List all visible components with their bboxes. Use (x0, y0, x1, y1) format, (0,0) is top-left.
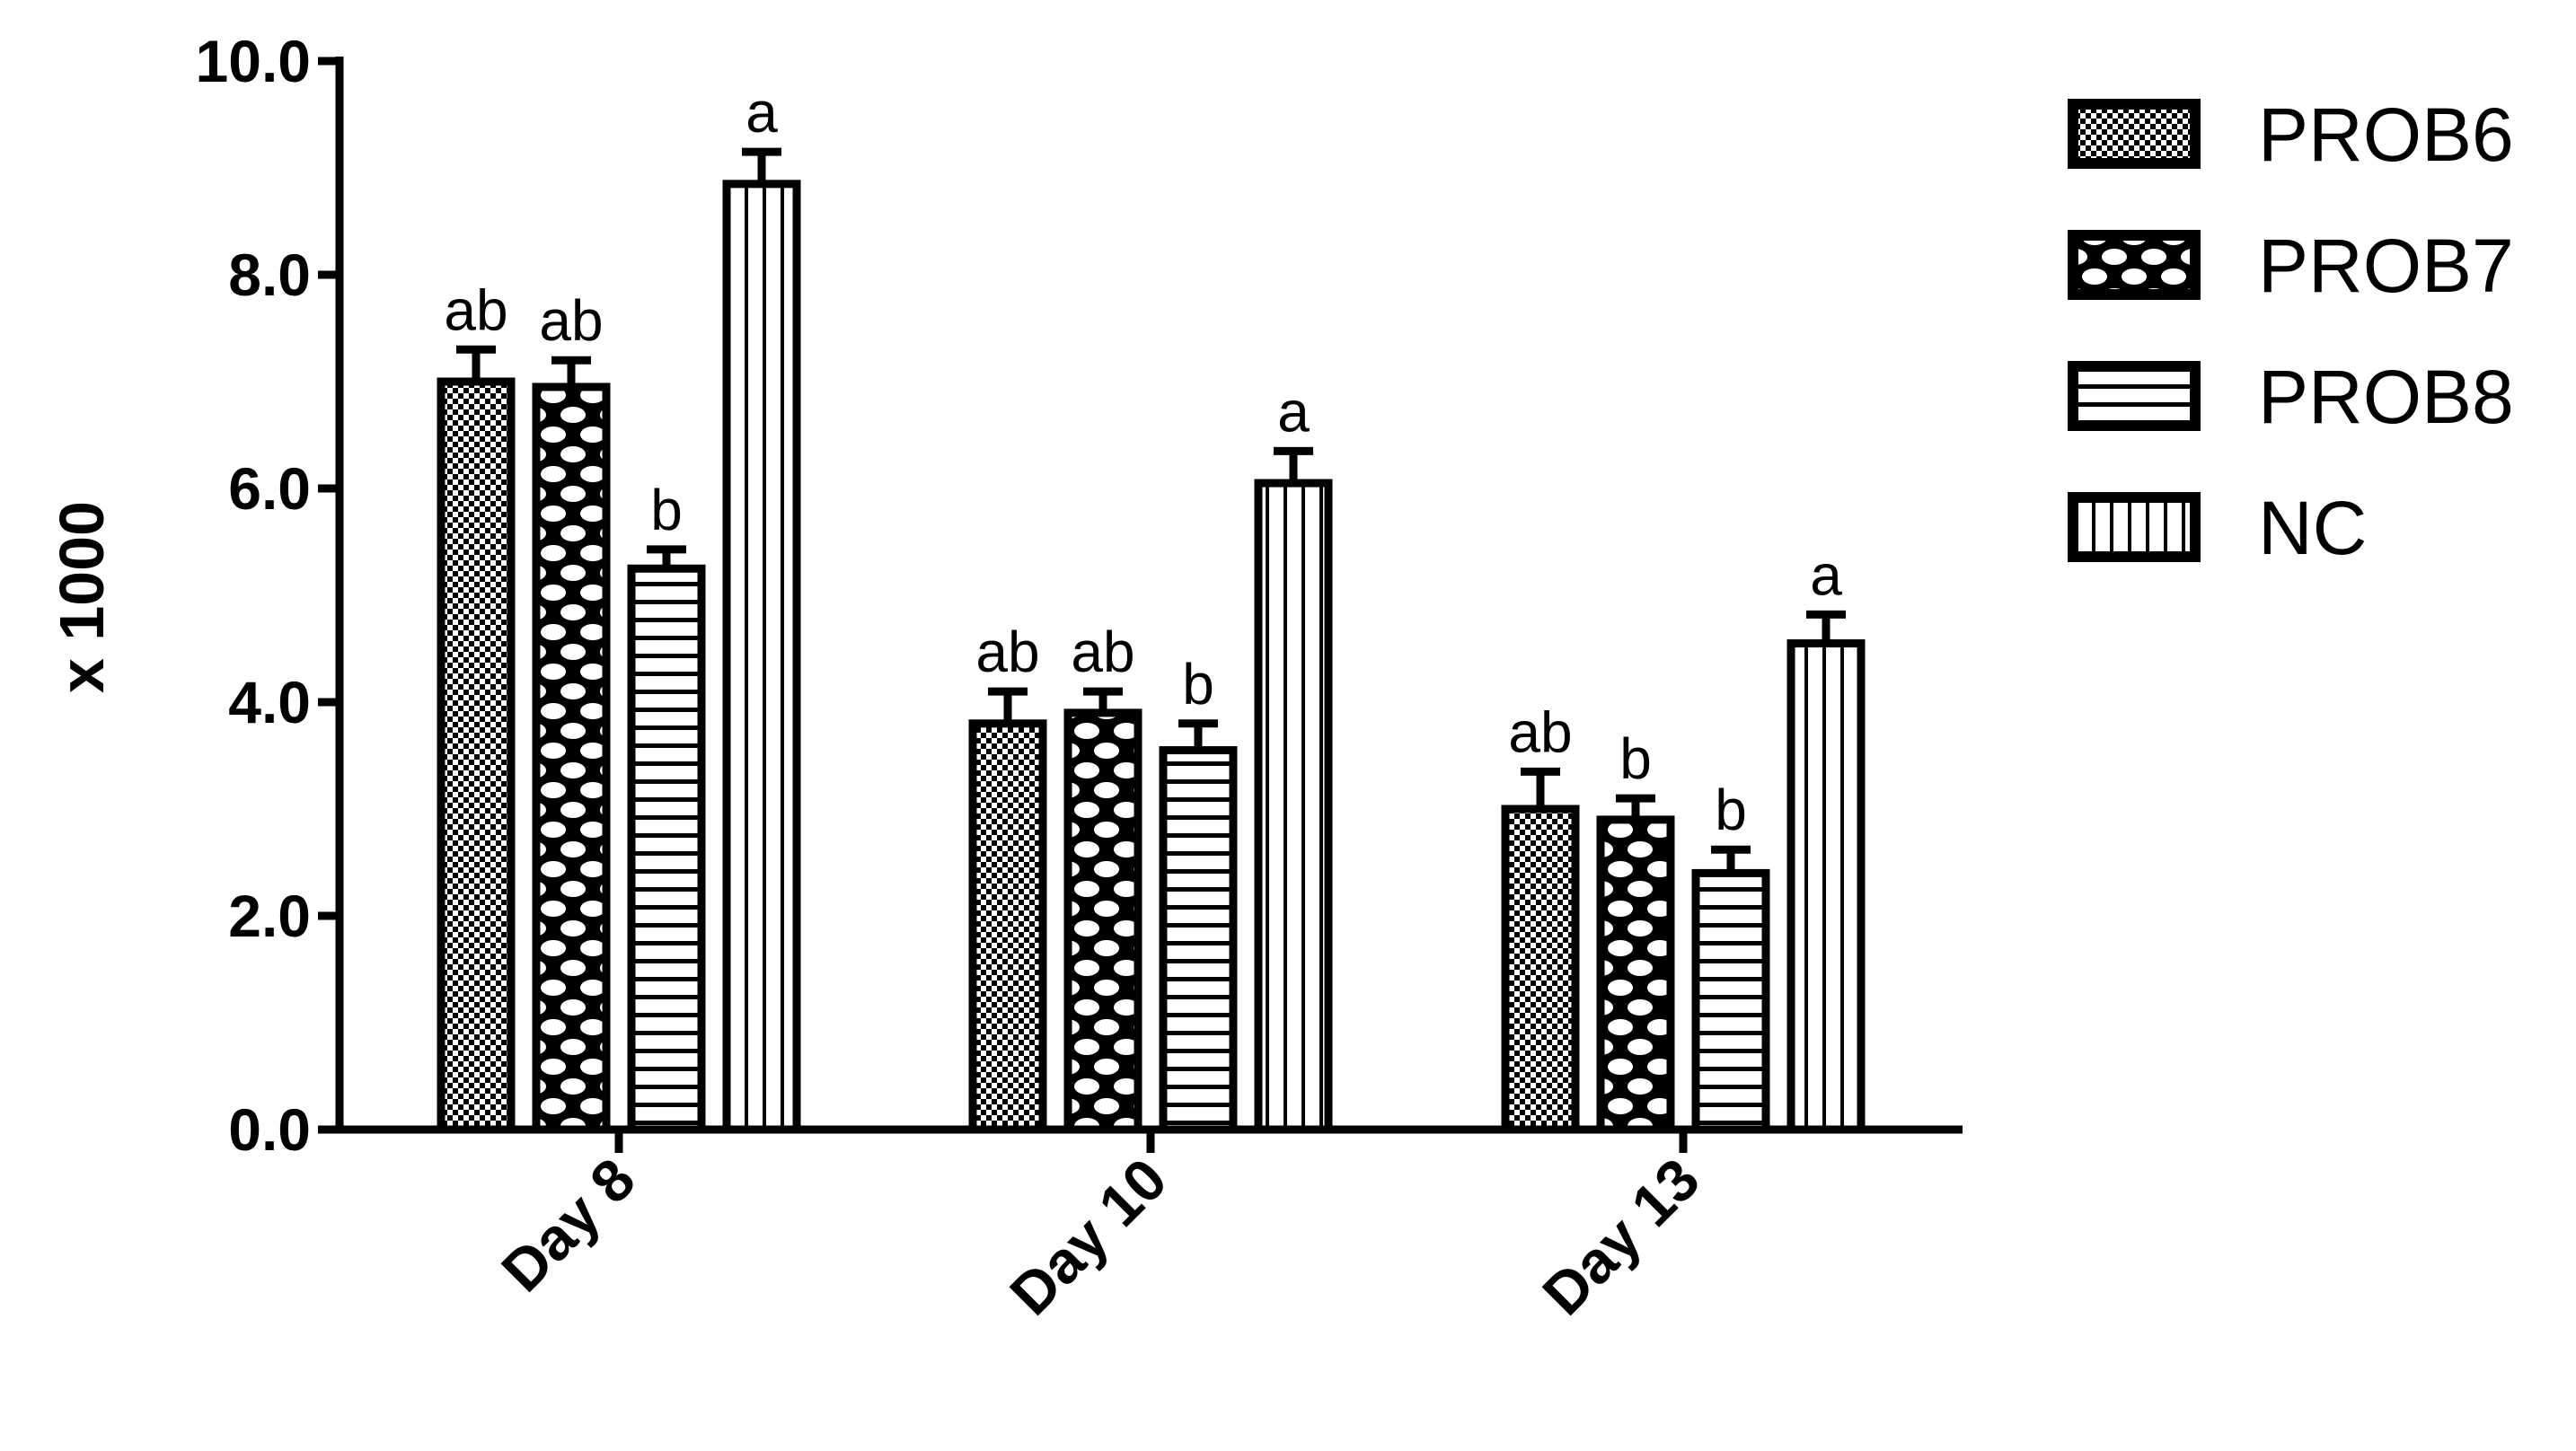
y-tick-label: 8.0 (228, 242, 311, 308)
significance-label: ab (444, 277, 507, 342)
bar (722, 180, 801, 1134)
legend-label: PROB6 (2258, 92, 2514, 177)
significance-label: ab (1071, 620, 1134, 684)
legend-swatch (2068, 99, 2201, 169)
y-axis: 0.0 2.0 4.0 6.0 8.0 10.0 (196, 28, 344, 1163)
bar (1254, 479, 1333, 1134)
x-tick-label: Day 13 (1530, 1146, 1712, 1328)
bar (1501, 805, 1580, 1134)
y-tick-label: 0.0 (228, 1096, 311, 1163)
significance-label: b (1715, 778, 1747, 842)
bar (532, 383, 611, 1134)
y-tick-label: 2.0 (228, 883, 311, 949)
legend-label: PROB8 (2258, 355, 2514, 439)
y-axis-label: x 1000 (47, 501, 117, 693)
bar (1596, 815, 1675, 1134)
y-tick-label: 10.0 (196, 28, 311, 94)
legend-swatch (2068, 230, 2201, 300)
legend-swatch (2068, 492, 2201, 562)
bar (968, 719, 1047, 1134)
bar (627, 564, 706, 1134)
bar (1063, 708, 1142, 1134)
y-tick-label: 6.0 (228, 455, 311, 522)
legend-label: NC (2258, 486, 2367, 570)
significance-label: a (1810, 542, 1842, 607)
significance-label: ab (539, 288, 603, 353)
legend-swatch (2068, 361, 2201, 431)
y-tick-label: 4.0 (228, 669, 311, 735)
bar (1691, 868, 1770, 1134)
legend: PROB6 PROB7 PROB8 NC (2068, 92, 2514, 570)
significance-label: a (745, 80, 778, 145)
significance-label: b (1182, 652, 1214, 717)
significance-label: ab (1508, 699, 1572, 764)
bar (1159, 746, 1238, 1134)
significance-label: b (1619, 726, 1652, 791)
bar (1786, 639, 1866, 1134)
significance-label: a (1277, 379, 1310, 444)
x-tick-label: Day 8 (489, 1146, 648, 1305)
significance-label: ab (975, 620, 1039, 684)
significance-label: b (650, 478, 683, 542)
x-axis: Day 8 Day 10 Day 13 (335, 1125, 1963, 1328)
x-tick-label: Day 10 (997, 1146, 1179, 1328)
legend-label: PROB7 (2258, 224, 2514, 308)
bar (437, 377, 516, 1134)
